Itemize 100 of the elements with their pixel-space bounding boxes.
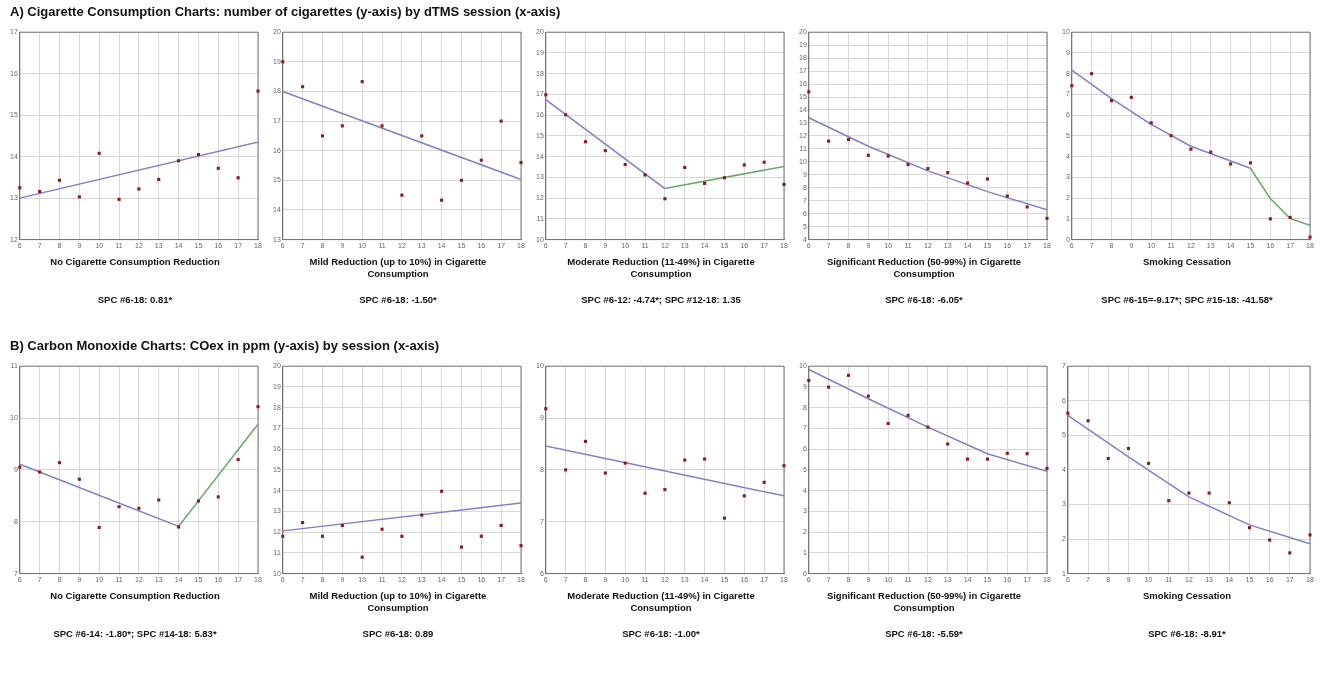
point [236,176,240,180]
point [1268,217,1272,221]
point [807,90,811,94]
text: SPC #6-14: -1.80*; SPC #14-18: 5.83* [52,628,218,639]
point [906,162,910,167]
point [886,421,890,425]
point [256,89,260,93]
text: SPC #6-18: -6.05* [884,294,964,305]
point [97,151,101,155]
point [380,124,384,128]
text: No Cigarette Consumption Reduction [49,256,221,268]
point [623,461,627,465]
point [623,162,627,167]
point [177,159,181,163]
point [340,523,344,528]
point [400,193,404,197]
point [946,442,950,446]
point [97,525,101,530]
point [479,158,483,162]
point [1308,235,1312,239]
point [807,378,811,383]
point [603,149,607,153]
point [1207,491,1211,495]
point [1005,194,1009,198]
point [1070,84,1074,88]
point [117,505,121,509]
point [1106,456,1110,461]
point [643,173,647,177]
point [926,167,930,171]
point [117,197,121,201]
point [583,439,588,443]
point [216,166,220,170]
point [564,468,568,472]
text: Significant Reduction (50-99%) in Cigarette Consumption [825,590,1023,614]
point [1025,452,1029,456]
point [1247,526,1252,530]
point [281,534,285,538]
point [906,413,910,417]
point [1149,121,1153,125]
point [519,544,523,548]
point [966,457,970,461]
point [360,80,364,84]
point [1086,419,1090,423]
text: Mild Reduction (up to 10%) in Cigarette Consumption [308,590,488,614]
text: No Cigarette Consumption Reduction [49,590,221,602]
point [985,457,989,461]
point [1109,99,1114,103]
point [1169,134,1173,138]
point [400,534,404,538]
text: SPC #6-18: -8.91* [1147,628,1227,639]
point [663,488,667,492]
point [440,489,444,493]
text: Smoking Cessation [1141,590,1233,602]
point [1308,533,1312,537]
text: SPC #6-18: -1.00* [621,628,701,639]
point [1025,205,1029,209]
text: SPC #6-15=-9.17*; SPC #15-18: -41.58* [1100,294,1274,305]
point [459,545,463,549]
point [1045,216,1049,220]
point [157,498,161,502]
point [57,461,62,465]
point [1005,451,1009,455]
point [380,527,384,531]
point [340,124,344,128]
point [1147,461,1151,465]
point [519,161,523,165]
point [1126,446,1130,451]
point [1090,72,1094,76]
point [782,464,786,468]
text: SPC #6-18: -5.59* [884,628,964,639]
point [603,471,607,475]
point [722,176,726,180]
point [544,407,548,411]
point [1288,215,1292,219]
point [1189,147,1193,151]
point [499,119,503,123]
point [320,534,325,538]
point [1288,551,1292,555]
point [420,134,424,138]
point [1129,95,1133,99]
point [499,523,503,528]
point [196,499,200,503]
point [137,506,141,510]
point [38,189,42,194]
point [742,163,746,167]
point [926,425,930,429]
point [1248,161,1252,165]
point [1227,501,1231,505]
point [827,385,831,389]
point [1066,411,1070,415]
point [301,521,305,525]
point [663,197,667,201]
text: Significant Reduction (50-99%) in Cigarette Consumption [825,256,1023,280]
point [966,181,970,185]
point [866,153,870,157]
point [886,154,890,158]
point [985,177,989,181]
text: A) Cigarette Consumption Charts: number of cigarettes (y-axis) by dTMS session (x-axis) [10,4,561,19]
point [683,165,687,169]
point [57,178,62,182]
